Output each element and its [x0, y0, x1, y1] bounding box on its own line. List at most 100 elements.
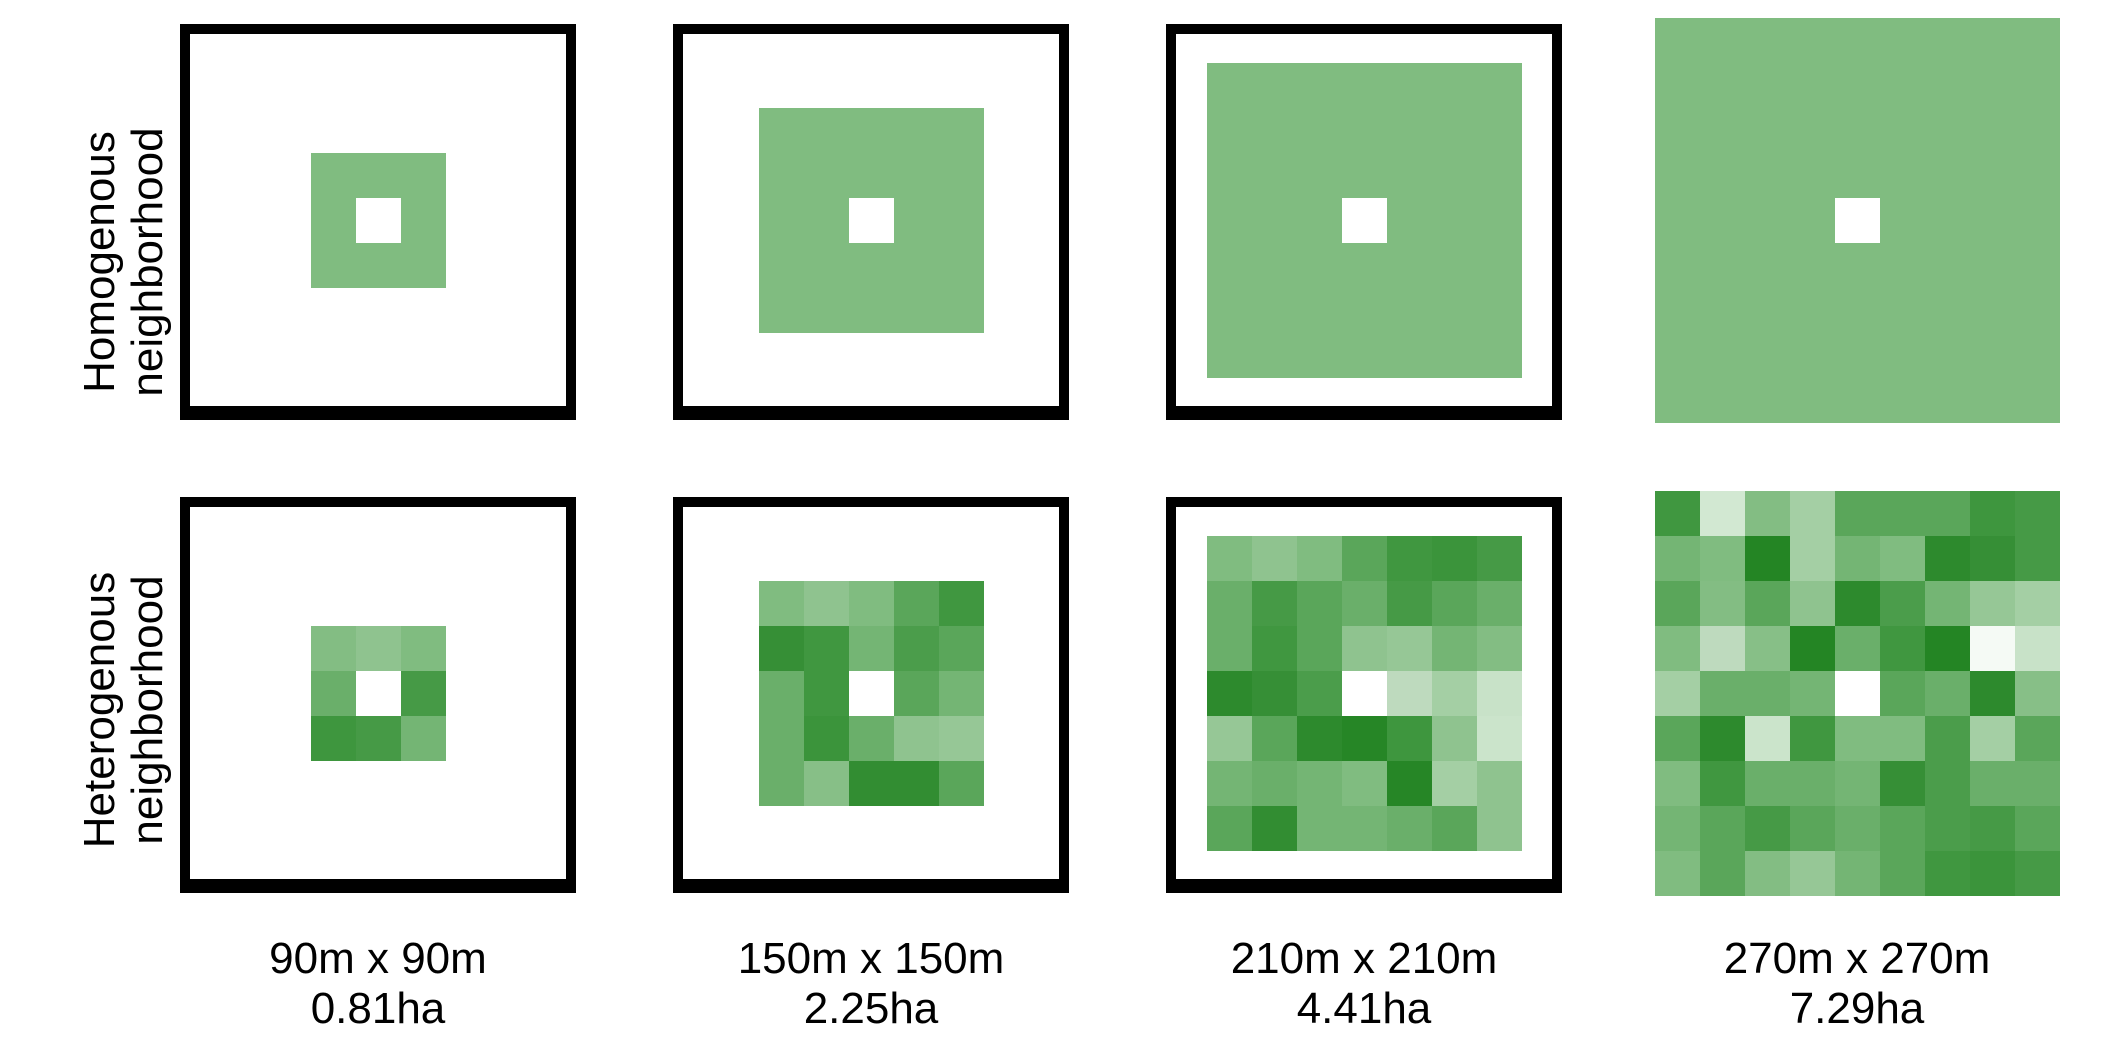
neighborhood-cell	[804, 626, 849, 671]
neighborhood-cell	[311, 671, 356, 716]
neighborhood-cell	[1700, 333, 1745, 378]
neighborhood-cell	[1745, 153, 1790, 198]
neighborhood-cell	[401, 671, 446, 716]
neighborhood-cell	[1700, 243, 1745, 288]
neighborhood-cell	[759, 581, 804, 626]
neighborhood-cell	[2015, 716, 2060, 761]
neighborhood-cell	[1700, 18, 1745, 63]
neighborhood-cell	[1790, 536, 1835, 581]
neighborhood-cell	[1880, 288, 1925, 333]
neighborhood-cell	[1835, 761, 1880, 806]
neighborhood-cell	[804, 198, 849, 243]
neighborhood-cell	[1835, 333, 1880, 378]
neighborhood-cell	[894, 288, 939, 333]
neighborhood-cell	[1925, 761, 1970, 806]
neighborhood-cell	[1970, 198, 2015, 243]
neighborhood-cell	[1342, 243, 1387, 288]
row-label-heterogenous: Heterogenous neighborhood	[75, 510, 172, 910]
heterogeneous-panel-270m	[1655, 491, 2060, 896]
neighborhood-cell	[1880, 761, 1925, 806]
neighborhood-cell	[1207, 536, 1252, 581]
homogeneous-panel-270m	[1655, 18, 2060, 423]
neighborhood-cell	[759, 198, 804, 243]
neighborhood-cell	[1297, 333, 1342, 378]
neighborhood-cell	[939, 626, 984, 671]
neighborhood-cell	[2015, 761, 2060, 806]
neighborhood-cell	[1207, 806, 1252, 851]
neighborhood-cell	[1970, 18, 2015, 63]
neighborhood-cell	[1252, 63, 1297, 108]
neighborhood-cell	[1655, 108, 1700, 153]
center-cell	[1835, 198, 1880, 243]
neighborhood-cell	[1387, 626, 1432, 671]
neighborhood-cell	[1477, 761, 1522, 806]
neighborhood-cell	[1835, 806, 1880, 851]
neighborhood-cell	[1432, 536, 1477, 581]
neighborhood-cell	[1970, 63, 2015, 108]
neighborhood-cell	[1790, 288, 1835, 333]
neighborhood-cell	[1835, 536, 1880, 581]
neighborhood-cell	[1297, 716, 1342, 761]
neighborhood-cell	[804, 243, 849, 288]
neighborhood-cell	[1970, 671, 2015, 716]
neighborhood-cell	[1880, 333, 1925, 378]
neighborhood-cell	[804, 581, 849, 626]
neighborhood-cell	[1342, 63, 1387, 108]
neighborhood-cell	[1745, 333, 1790, 378]
neighborhood-cell	[759, 671, 804, 716]
homogeneous-panel-90m	[180, 24, 576, 420]
neighborhood-cell	[1970, 378, 2015, 423]
neighborhood-cell	[1880, 626, 1925, 671]
neighborhood-cell	[894, 626, 939, 671]
neighborhood-cell	[1655, 536, 1700, 581]
neighborhood-cell	[1925, 378, 1970, 423]
neighborhood-cell	[401, 198, 446, 243]
neighborhood-cell	[1432, 153, 1477, 198]
neighborhood-cell	[1835, 108, 1880, 153]
neighborhood-cell	[849, 108, 894, 153]
neighborhood-cell	[1477, 806, 1522, 851]
neighborhood-cell	[1835, 851, 1880, 896]
neighborhood-cell	[1745, 243, 1790, 288]
neighborhood-cell	[1880, 671, 1925, 716]
neighborhood-cell	[1745, 671, 1790, 716]
row-label-line2: neighborhood	[123, 575, 172, 845]
neighborhood-cell	[2015, 18, 2060, 63]
neighborhood-cell	[1925, 536, 1970, 581]
neighborhood-cell	[1970, 153, 2015, 198]
neighborhood-cell	[1745, 716, 1790, 761]
neighborhood-cell	[1297, 243, 1342, 288]
center-cell	[356, 198, 401, 243]
neighborhood-cell	[759, 761, 804, 806]
neighborhood-cell	[1880, 581, 1925, 626]
neighborhood-cell	[1252, 153, 1297, 198]
neighborhood-cell	[1970, 288, 2015, 333]
neighborhood-cell	[939, 243, 984, 288]
neighborhood-cell	[1745, 851, 1790, 896]
neighborhood-cell	[1835, 18, 1880, 63]
neighborhood-cell	[1970, 851, 2015, 896]
neighborhood-cell	[804, 671, 849, 716]
neighborhood-cell	[939, 761, 984, 806]
neighborhood-cell	[1252, 806, 1297, 851]
neighborhood-cell	[1745, 198, 1790, 243]
neighborhood-cell	[1925, 243, 1970, 288]
neighborhood-cell	[1342, 716, 1387, 761]
neighborhood-cell	[2015, 288, 2060, 333]
neighborhood-cell	[1207, 288, 1252, 333]
neighborhood-cell	[1790, 671, 1835, 716]
caption-150m: 150m x 150m 2.25ha	[661, 934, 1081, 1034]
neighborhood-cell	[1252, 581, 1297, 626]
neighborhood-cell	[2015, 333, 2060, 378]
neighborhood-cell	[1297, 198, 1342, 243]
neighborhood-cell	[1387, 581, 1432, 626]
neighborhood-cell	[1252, 716, 1297, 761]
neighborhood-cell	[804, 108, 849, 153]
neighborhood-cell	[2015, 626, 2060, 671]
neighborhood-cell	[1835, 626, 1880, 671]
neighborhood-cell	[1297, 626, 1342, 671]
neighborhood-cell	[1700, 108, 1745, 153]
neighborhood-cell	[1477, 333, 1522, 378]
neighborhood-cell	[1790, 198, 1835, 243]
neighborhood-cell	[759, 243, 804, 288]
